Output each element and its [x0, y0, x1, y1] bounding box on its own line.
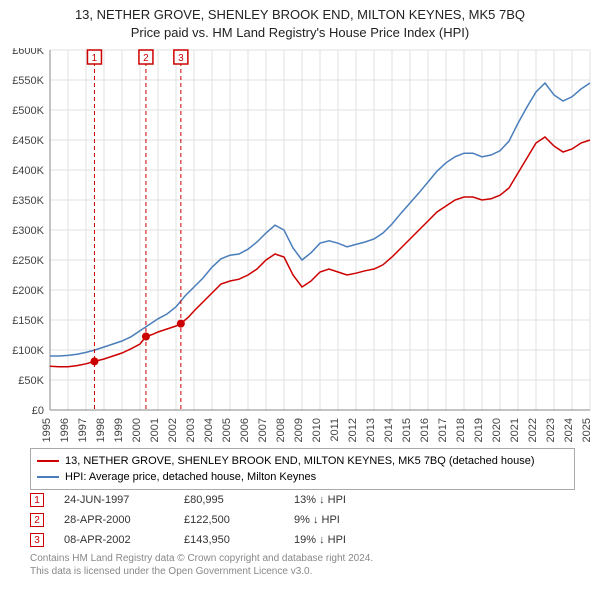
- svg-text:2001: 2001: [149, 418, 161, 442]
- sale-badge-1: 1: [30, 493, 44, 507]
- svg-text:2: 2: [143, 53, 149, 64]
- svg-text:£450K: £450K: [12, 135, 44, 147]
- svg-text:2018: 2018: [455, 418, 467, 442]
- sale-date-3: 08-APR-2002: [64, 534, 184, 546]
- title-block: 13, NETHER GROVE, SHENLEY BROOK END, MIL…: [0, 0, 600, 42]
- legend-row-property: 13, NETHER GROVE, SHENLEY BROOK END, MIL…: [37, 453, 568, 469]
- footer-attribution: Contains HM Land Registry data © Crown c…: [30, 552, 373, 578]
- title-line-1: 13, NETHER GROVE, SHENLEY BROOK END, MIL…: [0, 6, 600, 24]
- svg-text:2003: 2003: [185, 418, 197, 442]
- svg-text:2009: 2009: [293, 418, 305, 442]
- svg-text:2013: 2013: [365, 418, 377, 442]
- svg-text:2020: 2020: [491, 418, 503, 442]
- svg-text:2007: 2007: [257, 418, 269, 442]
- svg-text:2014: 2014: [383, 418, 395, 442]
- svg-text:1997: 1997: [77, 418, 89, 442]
- legend-label-hpi: HPI: Average price, detached house, Milt…: [65, 471, 316, 483]
- svg-text:£0: £0: [32, 405, 44, 417]
- sale-delta-3: 19% ↓ HPI: [294, 534, 394, 546]
- svg-text:2021: 2021: [509, 418, 521, 442]
- svg-text:1999: 1999: [113, 418, 125, 442]
- svg-text:2011: 2011: [329, 418, 341, 442]
- chart-svg: £0 £50K £100K £150K £200K £250K £300K £350K £400…: [6, 48, 594, 448]
- svg-text:1998: 1998: [95, 418, 107, 442]
- legend-label-property: 13, NETHER GROVE, SHENLEY BROOK END, MIL…: [65, 455, 535, 467]
- title-line-2: Price paid vs. HM Land Registry's House …: [0, 24, 600, 42]
- legend-swatch-hpi: [37, 476, 59, 478]
- svg-text:£100K: £100K: [12, 345, 44, 357]
- svg-text:1: 1: [92, 53, 98, 64]
- legend-box: 13, NETHER GROVE, SHENLEY BROOK END, MIL…: [30, 448, 575, 490]
- svg-text:2004: 2004: [203, 418, 215, 442]
- svg-text:2012: 2012: [347, 418, 359, 442]
- sale-date-1: 24-JUN-1997: [64, 494, 184, 506]
- svg-text:£150K: £150K: [12, 315, 44, 327]
- svg-text:£350K: £350K: [12, 195, 44, 207]
- svg-text:2017: 2017: [437, 418, 449, 442]
- sale-row-1: 1 24-JUN-1997 £80,995 13% ↓ HPI: [30, 490, 394, 510]
- svg-text:2022: 2022: [527, 418, 539, 442]
- svg-text:2025: 2025: [581, 418, 593, 442]
- svg-text:2002: 2002: [167, 418, 179, 442]
- svg-text:£50K: £50K: [18, 375, 44, 387]
- sale-row-2: 2 28-APR-2000 £122,500 9% ↓ HPI: [30, 510, 394, 530]
- svg-text:2006: 2006: [239, 418, 251, 442]
- sale-row-3: 3 08-APR-2002 £143,950 19% ↓ HPI: [30, 530, 394, 550]
- svg-text:2015: 2015: [401, 418, 413, 442]
- legend-swatch-property: [37, 460, 59, 462]
- chart-container: 13, NETHER GROVE, SHENLEY BROOK END, MIL…: [0, 0, 600, 590]
- sale-price-2: £122,500: [184, 514, 294, 526]
- svg-text:£550K: £550K: [12, 75, 44, 87]
- sales-table: 1 24-JUN-1997 £80,995 13% ↓ HPI 2 28-APR…: [30, 490, 394, 550]
- svg-text:2023: 2023: [545, 418, 557, 442]
- sale-delta-2: 9% ↓ HPI: [294, 514, 394, 526]
- svg-text:2008: 2008: [275, 418, 287, 442]
- svg-text:£200K: £200K: [12, 285, 44, 297]
- svg-text:£400K: £400K: [12, 165, 44, 177]
- svg-text:2000: 2000: [131, 418, 143, 442]
- legend-row-hpi: HPI: Average price, detached house, Milt…: [37, 469, 568, 485]
- sale-badge-3: 3: [30, 533, 44, 547]
- svg-text:2010: 2010: [311, 418, 323, 442]
- sale-date-2: 28-APR-2000: [64, 514, 184, 526]
- svg-text:£250K: £250K: [12, 255, 44, 267]
- sale-price-3: £143,950: [184, 534, 294, 546]
- svg-text:2005: 2005: [221, 418, 233, 442]
- sale-delta-1: 13% ↓ HPI: [294, 494, 394, 506]
- chart-plot-area: £0£50K£100K£150K£200K£250K£300K£350K£400…: [50, 50, 590, 410]
- sale-price-1: £80,995: [184, 494, 294, 506]
- svg-text:2024: 2024: [563, 418, 575, 442]
- svg-text:1995: 1995: [41, 418, 53, 442]
- svg-text:2019: 2019: [473, 418, 485, 442]
- svg-text:3: 3: [178, 53, 184, 64]
- footer-line-2: This data is licensed under the Open Gov…: [30, 565, 373, 578]
- svg-text:£600K: £600K: [12, 48, 44, 57]
- footer-line-1: Contains HM Land Registry data © Crown c…: [30, 552, 373, 565]
- sale-badge-2: 2: [30, 513, 44, 527]
- svg-text:£300K: £300K: [12, 225, 44, 237]
- svg-text:£500K: £500K: [12, 105, 44, 117]
- svg-text:2016: 2016: [419, 418, 431, 442]
- svg-text:1996: 1996: [59, 418, 71, 442]
